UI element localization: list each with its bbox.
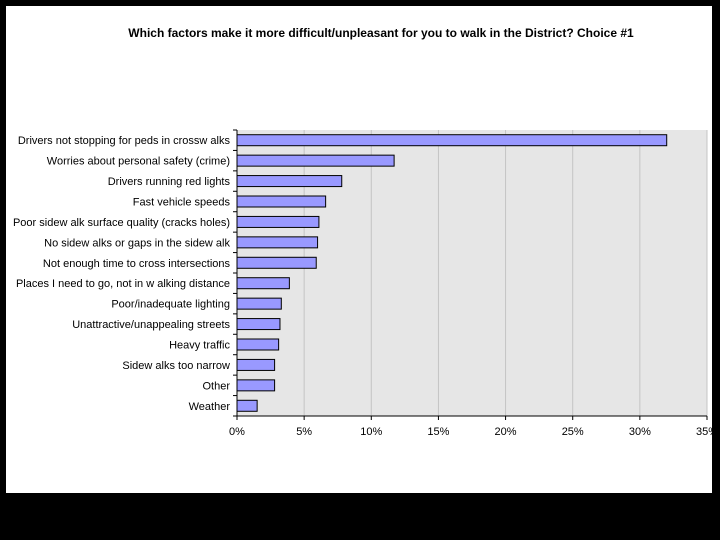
category-label: Not enough time to cross intersections <box>43 258 231 270</box>
bar <box>236 134 668 147</box>
bar <box>236 399 258 412</box>
plot-area <box>237 130 707 416</box>
x-tick-labels: 0% 5% 10% 15% 20% 25% 30% 35% <box>229 426 718 438</box>
category-label: Weather <box>189 401 231 413</box>
x-tick-label: 15% <box>427 426 449 438</box>
chart-title: Which factors make it more difficult/unp… <box>128 26 634 40</box>
bar <box>236 175 343 188</box>
axes <box>233 129 708 420</box>
bar <box>236 297 282 310</box>
bar <box>236 154 395 167</box>
category-label: Places I need to go, not in w alking dis… <box>16 278 230 290</box>
x-tick-label: 25% <box>562 426 584 438</box>
bar <box>236 379 276 392</box>
x-tick-label: 30% <box>629 426 651 438</box>
category-label: Unattractive/unappealing streets <box>72 319 230 331</box>
category-label: Heavy traffic <box>169 340 230 352</box>
x-tick-label: 5% <box>296 426 312 438</box>
x-tick-label: 0% <box>229 426 245 438</box>
x-tick-label: 10% <box>360 426 382 438</box>
category-label: Other <box>202 380 230 392</box>
category-label: Poor sidew alk surface quality (cracks h… <box>13 217 230 229</box>
category-label: Drivers running red lights <box>108 176 231 188</box>
bar <box>236 358 276 371</box>
bar <box>236 195 327 208</box>
gridlines <box>303 130 708 416</box>
x-tick-label: 35% <box>696 426 718 438</box>
bar <box>236 236 319 249</box>
category-label: Sidew alks too narrow <box>122 360 230 372</box>
category-label: Poor/inadequate lighting <box>111 299 230 311</box>
bar <box>236 277 290 290</box>
bar <box>236 215 320 228</box>
bar <box>236 256 317 269</box>
category-label: Worries about personal safety (crime) <box>47 156 230 168</box>
category-label: Fast vehicle speeds <box>133 197 231 209</box>
bar <box>236 318 281 331</box>
category-label: No sidew alks or gaps in the sidew alk <box>44 237 230 249</box>
category-label: Drivers not stopping for peds in crossw … <box>18 135 231 147</box>
x-tick-label: 20% <box>495 426 517 438</box>
category-labels: Drivers not stopping for peds in crossw … <box>13 135 231 413</box>
bar <box>236 338 280 351</box>
